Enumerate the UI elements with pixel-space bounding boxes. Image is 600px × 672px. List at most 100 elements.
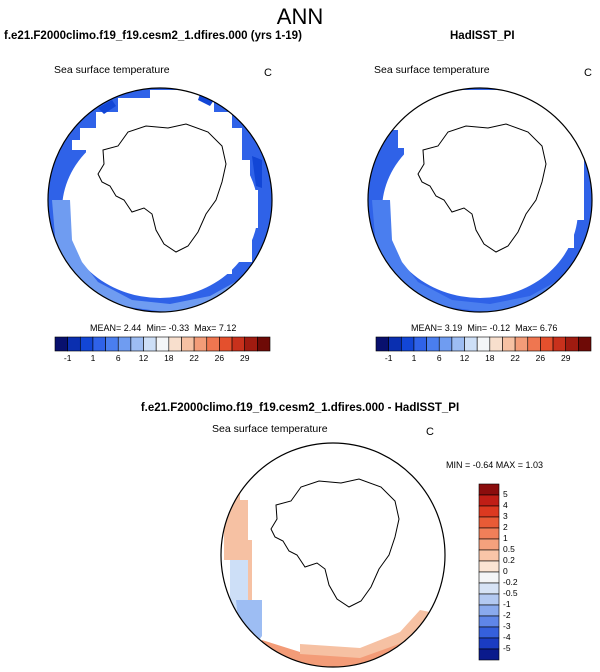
diff-south-warm	[262, 600, 445, 667]
panel-1-unit: C	[264, 67, 272, 79]
colorbar-swatch	[181, 336, 195, 352]
colorbar-swatch	[478, 626, 500, 639]
diff-west-cool-2	[236, 600, 262, 650]
colorbar-tick-label: 12	[459, 353, 470, 363]
panel-1-subtitle: Sea surface temperature	[54, 64, 170, 76]
colorbar-swatch	[438, 336, 453, 352]
max-value: 7.12	[218, 323, 237, 333]
min-label: Min=	[467, 323, 488, 333]
panel-1-map	[47, 87, 273, 313]
panel-2-colorbar	[375, 336, 592, 352]
colorbar-swatch	[478, 637, 500, 650]
colorbar-swatch	[478, 648, 500, 661]
colorbar-tick-label: -1	[384, 353, 393, 363]
colorbar-swatch	[79, 336, 94, 352]
colorbar-swatch	[478, 571, 500, 584]
colorbar-swatch	[193, 336, 208, 352]
colorbar-tick-label: -1	[63, 353, 72, 363]
colorbar-swatch	[478, 516, 500, 529]
min-value: -0.12	[489, 323, 511, 333]
colorbar-tick-label: 12	[138, 353, 149, 363]
colorbar-swatch	[476, 336, 491, 352]
colorbar-swatch	[130, 336, 144, 352]
colorbar-tick-label: -5	[503, 643, 511, 653]
colorbar-tick-label: 18	[485, 353, 495, 363]
colorbar-tick-label: 1	[503, 533, 508, 543]
panel-3-subtitle: Sea surface temperature	[212, 423, 328, 435]
colorbar-swatch	[54, 336, 68, 352]
antarctica-coastline	[417, 123, 547, 253]
diff-south-warm-2	[300, 610, 430, 658]
colorbar-tick-label: 3	[503, 511, 508, 521]
mean-label: MEAN=	[411, 323, 443, 333]
colorbar-swatch	[478, 615, 500, 628]
max-value: 6.76	[539, 323, 558, 333]
panel-2-subtitle: Sea surface temperature	[374, 64, 490, 76]
colorbar-swatch	[478, 505, 500, 518]
panel-1-colorbar	[54, 336, 271, 352]
colorbar-tick-label: 22	[189, 353, 199, 363]
panel-3-map-boundary	[220, 442, 446, 668]
colorbar-swatch	[578, 336, 592, 352]
colorbar-swatch	[478, 549, 500, 562]
colorbar-tick-label: -1	[503, 599, 511, 609]
colorbar-tick-label: 29	[239, 353, 250, 363]
colorbar-tick-label: 6	[115, 353, 121, 363]
colorbar-tick-label: -2	[503, 610, 511, 620]
colorbar-swatch	[527, 336, 541, 352]
mean-value: 3.19	[444, 323, 463, 333]
min-label: Min=	[146, 323, 167, 333]
colorbar-tick-label: 29	[560, 353, 571, 363]
colorbar-swatch	[105, 336, 119, 352]
colorbar-swatch	[565, 336, 579, 352]
colorbar-swatch	[388, 336, 402, 352]
colorbar-swatch	[478, 593, 500, 606]
colorbar-tick-label: -3	[503, 621, 511, 631]
panel-3-colorbar	[478, 483, 500, 661]
colorbar-swatch	[502, 336, 516, 352]
panel-2-map	[367, 87, 593, 313]
panel-3-unit: C	[426, 426, 434, 438]
colorbar-tick-label: 2	[503, 522, 508, 532]
colorbar-tick-label: 4	[503, 500, 508, 510]
panel-3-title: f.e21.F2000climo.f19_f19.cesm2_1.dfires.…	[140, 402, 460, 414]
min-value: -0.33	[168, 323, 190, 333]
colorbar-swatch	[244, 336, 258, 352]
colorbar-swatch	[552, 336, 567, 352]
colorbar-swatch	[464, 336, 478, 352]
max-label: Max=	[194, 323, 217, 333]
colorbar-tick-label: 0.5	[503, 544, 515, 554]
mean-value: 2.44	[123, 323, 142, 333]
panel-2-title: HadISST_PI	[450, 30, 515, 42]
colorbar-swatch	[375, 336, 389, 352]
colorbar-swatch	[168, 336, 182, 352]
colorbar-tick-label: 0.2	[503, 555, 515, 565]
colorbar-swatch	[478, 494, 500, 507]
colorbar-swatch	[478, 483, 500, 496]
colorbar-swatch	[400, 336, 415, 352]
colorbar-tick-label: -0.5	[503, 588, 518, 598]
colorbar-tick-label: -0.2	[503, 577, 518, 587]
colorbar-swatch	[155, 336, 170, 352]
colorbar-tick-label: -4	[503, 632, 511, 642]
antarctica-coastline	[270, 478, 400, 608]
colorbar-swatch	[117, 336, 132, 352]
colorbar-tick-label: 6	[436, 353, 442, 363]
colorbar-swatch	[257, 336, 271, 352]
colorbar-swatch	[451, 336, 465, 352]
colorbar-swatch	[206, 336, 220, 352]
colorbar-tick-label: 0	[503, 566, 508, 576]
panel-2-map-boundary	[367, 87, 593, 313]
colorbar-swatch	[540, 336, 554, 352]
panel-1-stats: MEAN= 2.44 Min= -0.33 Max= 7.12	[90, 323, 236, 333]
panel-2-unit: C	[584, 67, 592, 79]
colorbar-swatch	[514, 336, 529, 352]
colorbar-tick-label: 26	[214, 353, 225, 363]
colorbar-tick-label: 18	[164, 353, 174, 363]
colorbar-tick-label: 22	[510, 353, 520, 363]
mean-label: MEAN=	[90, 323, 122, 333]
panel-3-map	[220, 442, 446, 668]
panel-1-title: f.e21.F2000climo.f19_f19.cesm2_1.dfires.…	[4, 30, 302, 42]
colorbar-tick-label: 1	[90, 353, 96, 363]
